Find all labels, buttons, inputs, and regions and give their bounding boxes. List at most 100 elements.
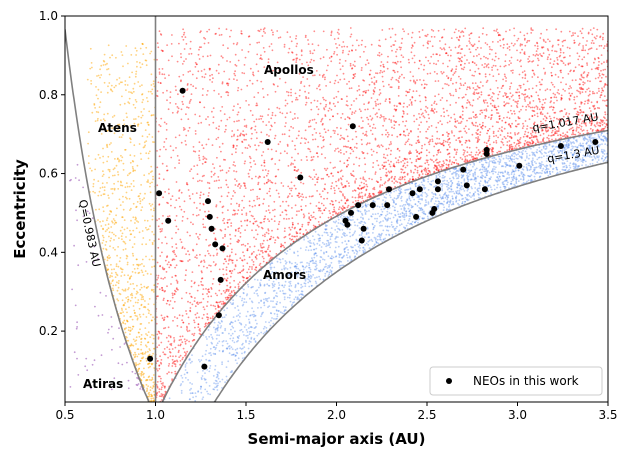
asteroid-point (254, 144, 256, 147)
asteroid-point (317, 155, 319, 158)
asteroid-point (580, 148, 582, 151)
asteroid-point (557, 76, 560, 78)
asteroid-point (448, 208, 451, 211)
asteroid-point (340, 264, 343, 267)
asteroid-point (396, 135, 399, 138)
asteroid-point (520, 172, 523, 175)
asteroid-point (235, 351, 238, 354)
asteroid-point (215, 376, 218, 379)
asteroid-point (267, 172, 269, 175)
asteroid-point (370, 43, 373, 46)
asteroid-point (191, 271, 194, 273)
asteroid-point (380, 213, 382, 216)
asteroid-point (485, 172, 488, 175)
asteroid-point (217, 382, 219, 385)
asteroid-point (250, 338, 253, 340)
asteroid-point (215, 327, 217, 330)
asteroid-point (165, 123, 168, 125)
asteroid-point (550, 150, 553, 153)
asteroid-point (567, 140, 570, 143)
asteroid-point (172, 307, 174, 310)
asteroid-point (202, 155, 205, 158)
asteroid-point (444, 171, 447, 174)
asteroid-point (230, 251, 233, 254)
asteroid-point (537, 156, 540, 159)
asteroid-point (229, 285, 232, 288)
asteroid-point (269, 324, 272, 327)
asteroid-point (304, 205, 307, 207)
asteroid-point (364, 45, 367, 48)
asteroid-point (600, 91, 603, 94)
asteroid-point (351, 44, 354, 47)
asteroid-point (388, 234, 391, 237)
asteroid-point (455, 168, 457, 170)
asteroid-point (376, 151, 378, 154)
asteroid-point (185, 143, 187, 146)
asteroid-point (298, 269, 301, 272)
asteroid-point (265, 231, 268, 234)
asteroid-point (419, 194, 422, 197)
asteroid-point (329, 264, 331, 266)
asteroid-point (302, 196, 305, 199)
asteroid-point (227, 94, 230, 97)
asteroid-point (497, 93, 500, 96)
asteroid-point (374, 173, 377, 175)
asteroid-point (468, 169, 470, 172)
asteroid-point (203, 106, 206, 109)
asteroid-point (263, 298, 265, 301)
asteroid-point (361, 236, 364, 238)
asteroid-point (215, 344, 218, 347)
asteroid-point (323, 128, 326, 131)
asteroid-point (393, 200, 395, 203)
asteroid-point (258, 188, 261, 191)
asteroid-point (309, 52, 312, 54)
asteroid-point (460, 188, 463, 191)
asteroid-point (390, 224, 393, 226)
asteroid-point (488, 73, 491, 76)
asteroid-point (264, 169, 267, 171)
asteroid-point (355, 97, 358, 100)
asteroid-point (355, 253, 358, 255)
asteroid-point (285, 262, 287, 265)
asteroid-point (313, 99, 316, 102)
asteroid-point (561, 162, 564, 164)
asteroid-point (234, 191, 236, 194)
asteroid-point (588, 107, 591, 110)
asteroid-point (283, 265, 285, 267)
asteroid-point (553, 60, 556, 62)
asteroid-point (194, 133, 197, 135)
asteroid-point (191, 392, 194, 394)
asteroid-point (520, 178, 522, 181)
asteroid-point (181, 220, 184, 222)
asteroid-point (310, 242, 312, 245)
asteroid-point (414, 185, 417, 187)
asteroid-point (338, 201, 341, 204)
asteroid-point (254, 319, 257, 322)
asteroid-point (365, 233, 368, 236)
asteroid-point (468, 48, 471, 51)
asteroid-point (521, 152, 524, 155)
asteroid-point (208, 291, 211, 293)
asteroid-point (347, 146, 349, 148)
asteroid-point (564, 56, 566, 59)
asteroid-point (236, 213, 239, 215)
asteroid-point (419, 198, 422, 201)
asteroid-point (531, 139, 533, 142)
asteroid-point (284, 116, 287, 119)
asteroid-point (200, 391, 203, 394)
asteroid-point (446, 121, 449, 124)
asteroid-point (277, 282, 280, 284)
asteroid-point (431, 197, 433, 200)
asteroid-point (416, 204, 419, 207)
asteroid-point (466, 164, 468, 167)
asteroid-point (222, 332, 224, 334)
asteroid-point (480, 160, 483, 162)
asteroid-point (473, 194, 475, 197)
asteroid-point (356, 243, 359, 246)
asteroid-point (329, 235, 332, 238)
asteroid-point (284, 260, 287, 262)
asteroid-point (374, 217, 376, 220)
asteroid-point (203, 377, 206, 380)
asteroid-point (533, 167, 536, 169)
asteroid-point (458, 183, 461, 186)
